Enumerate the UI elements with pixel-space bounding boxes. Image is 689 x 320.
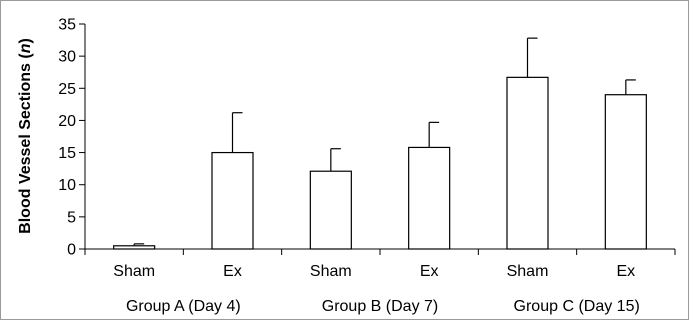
- bar: [604, 94, 647, 250]
- y-tick-label: 0: [67, 242, 76, 259]
- x-category-label: Ex: [223, 263, 242, 280]
- x-category-label: Sham: [507, 263, 549, 280]
- x-group-label: Group B (Day 7): [322, 298, 438, 315]
- bar: [211, 151, 254, 250]
- x-category-label: Sham: [113, 263, 155, 280]
- y-tick-label: 25: [58, 81, 76, 98]
- y-axis-title-text: Blood Vessel Sections: [17, 63, 34, 234]
- y-tick-label: 5: [67, 209, 76, 226]
- x-category-label: Ex: [616, 263, 635, 280]
- y-tick-label: 10: [58, 177, 76, 194]
- y-axis-title-unit: n: [17, 43, 34, 53]
- y-axis-title: Blood Vessel Sections (n): [17, 38, 34, 234]
- bar: [408, 146, 451, 250]
- bar: [506, 76, 549, 250]
- y-tick-label: 15: [58, 145, 76, 162]
- bar: [113, 245, 156, 250]
- x-category-label: Ex: [420, 263, 439, 280]
- y-tick-label: 20: [58, 113, 76, 130]
- x-category-label: Sham: [310, 263, 352, 280]
- x-group-label: Group C (Day 15): [514, 298, 640, 315]
- bar: [309, 170, 352, 250]
- x-group-label: Group A (Day 4): [126, 298, 241, 315]
- y-tick-label: 35: [58, 17, 76, 34]
- y-tick-label: 30: [58, 49, 76, 66]
